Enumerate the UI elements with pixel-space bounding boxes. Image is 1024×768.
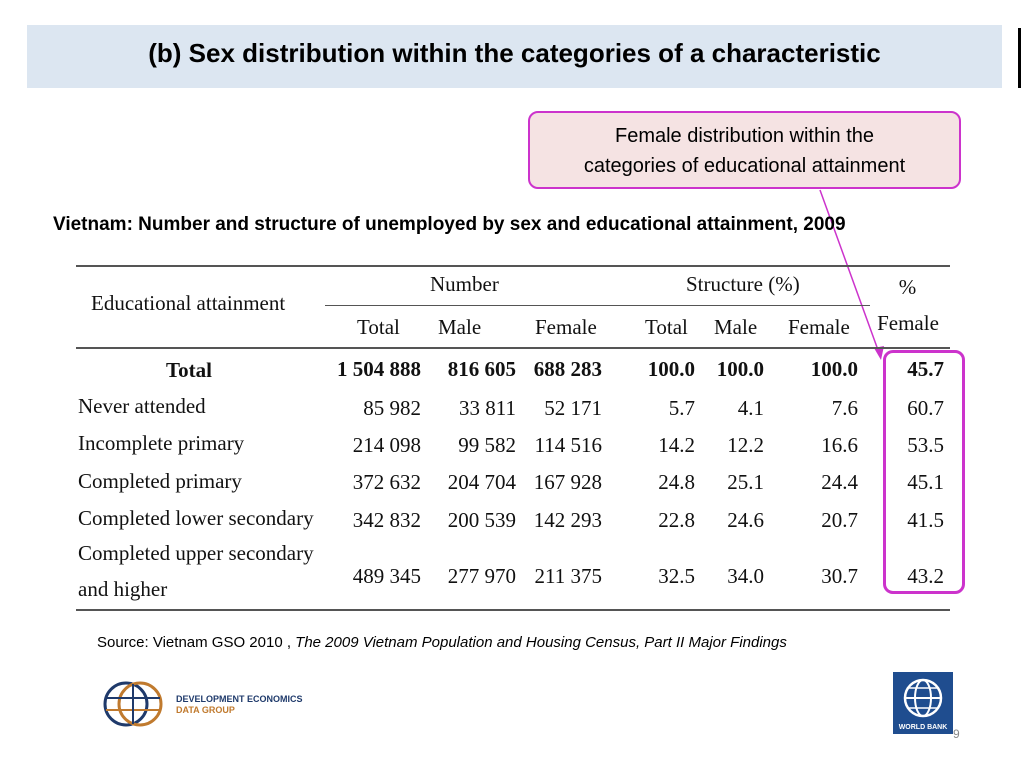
- cell-value: 45.1: [907, 470, 944, 494]
- cell-value: 211 375: [534, 564, 602, 588]
- header-pct-female-line1: %: [898, 275, 917, 299]
- header-row-label: Educational attainment: [91, 291, 286, 315]
- table-subtitle: Vietnam: Number and structure of unemplo…: [53, 214, 846, 235]
- cell-value: 342 832: [352, 508, 421, 532]
- table-header-rule: [76, 347, 950, 349]
- page-number: 9: [953, 727, 960, 741]
- header-pct-female-line2: Female: [877, 311, 939, 335]
- cell-value: 99 582: [458, 433, 516, 457]
- cell-value: 100.0: [647, 357, 695, 381]
- cell-value: 20.7: [821, 508, 858, 532]
- header-sub-total: Total: [645, 315, 688, 339]
- cell-value: 60.7: [907, 396, 944, 420]
- source-note: Source: Vietnam GSO 2010 , The 2009 Viet…: [97, 634, 787, 651]
- row-label: Incomplete primary: [78, 431, 245, 455]
- header-group-number: Number: [430, 272, 499, 296]
- cell-value: 12.2: [727, 433, 764, 457]
- slide-title: (b) Sex distribution within the categori…: [148, 38, 881, 68]
- header-sub-female: Female: [788, 315, 850, 339]
- cell-value: 204 704: [447, 470, 516, 494]
- pct-female-highlight: [883, 350, 965, 594]
- callout-line-1: Female distribution within the: [614, 125, 874, 147]
- cell-value: 41.5: [907, 508, 944, 532]
- cell-value: 32.5: [658, 564, 695, 588]
- cell-value: 52 171: [544, 396, 602, 420]
- cell-value: 14.2: [658, 433, 695, 457]
- header-sub-male: Male: [438, 315, 482, 339]
- cell-value: 200 539: [447, 508, 516, 532]
- cell-value: 53.5: [907, 433, 944, 457]
- cell-value: 5.7: [668, 396, 695, 420]
- table-group-rule: [325, 305, 870, 306]
- cell-value: 30.7: [821, 564, 858, 588]
- table-bottom-rule: [76, 609, 950, 611]
- cell-value: 214 098: [352, 433, 421, 457]
- row-label: Completed lower secondary: [78, 506, 314, 530]
- slide-edge-mark: [1018, 28, 1021, 88]
- cell-value: 7.6: [831, 396, 858, 420]
- cell-value: 100.0: [810, 357, 858, 381]
- cell-value: 4.1: [737, 396, 764, 420]
- cell-value: 24.4: [821, 470, 858, 494]
- header-sub-total: Total: [357, 315, 400, 339]
- cell-value: 1 504 888: [337, 357, 421, 381]
- cell-value: 688 283: [533, 357, 602, 381]
- cell-value: 45.7: [907, 357, 944, 381]
- cell-value: 43.2: [907, 564, 944, 588]
- row-label-continued: and higher: [78, 577, 168, 601]
- cell-value: 167 928: [533, 470, 602, 494]
- row-label: Completed upper secondary: [78, 541, 314, 565]
- cell-value: 34.0: [727, 564, 764, 588]
- cell-value: 33 811: [459, 396, 516, 420]
- cell-value: 25.1: [727, 470, 764, 494]
- header-sub-female: Female: [535, 315, 597, 339]
- callout-box: Female distribution within the categorie…: [528, 111, 961, 189]
- cell-value: 22.8: [658, 508, 695, 532]
- cell-value: 24.8: [658, 470, 695, 494]
- callout-line-2: categories of educational attainment: [583, 155, 906, 177]
- development-economics-logo: [103, 681, 163, 727]
- header-sub-male: Male: [714, 315, 758, 339]
- cell-value: 816 605: [447, 357, 516, 381]
- cell-value: 85 982: [363, 396, 421, 420]
- row-label: Never attended: [78, 394, 206, 418]
- cell-value: 372 632: [352, 470, 421, 494]
- cell-value: 142 293: [533, 508, 602, 532]
- world-bank-logo: WORLD BANK: [893, 672, 953, 734]
- header-group-structure: Structure (%): [686, 272, 800, 296]
- development-economics-text: DEVELOPMENT ECONOMICS DATA GROUP: [176, 694, 303, 716]
- title-band: (b) Sex distribution within the categori…: [27, 25, 1002, 88]
- globe-icon: [903, 678, 943, 718]
- row-label: Completed primary: [78, 469, 242, 493]
- cell-value: 24.6: [727, 508, 764, 532]
- row-label: Total: [166, 358, 212, 382]
- source-prefix: Source: Vietnam GSO 2010 ,: [97, 634, 296, 651]
- cell-value: 16.6: [821, 433, 858, 457]
- deg-line-2: DATA GROUP: [176, 705, 235, 715]
- cell-value: 114 516: [534, 433, 602, 457]
- cell-value: 277 970: [447, 564, 516, 588]
- source-title: The 2009 Vietnam Population and Housing …: [295, 634, 787, 651]
- world-bank-label: WORLD BANK: [898, 724, 948, 731]
- deg-line-1: DEVELOPMENT ECONOMICS: [176, 694, 303, 704]
- cell-value: 489 345: [352, 564, 421, 588]
- table-top-rule: [76, 265, 950, 267]
- cell-value: 100.0: [716, 357, 764, 381]
